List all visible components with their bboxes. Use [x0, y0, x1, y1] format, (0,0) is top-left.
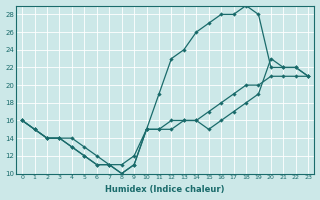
X-axis label: Humidex (Indice chaleur): Humidex (Indice chaleur) — [106, 185, 225, 194]
